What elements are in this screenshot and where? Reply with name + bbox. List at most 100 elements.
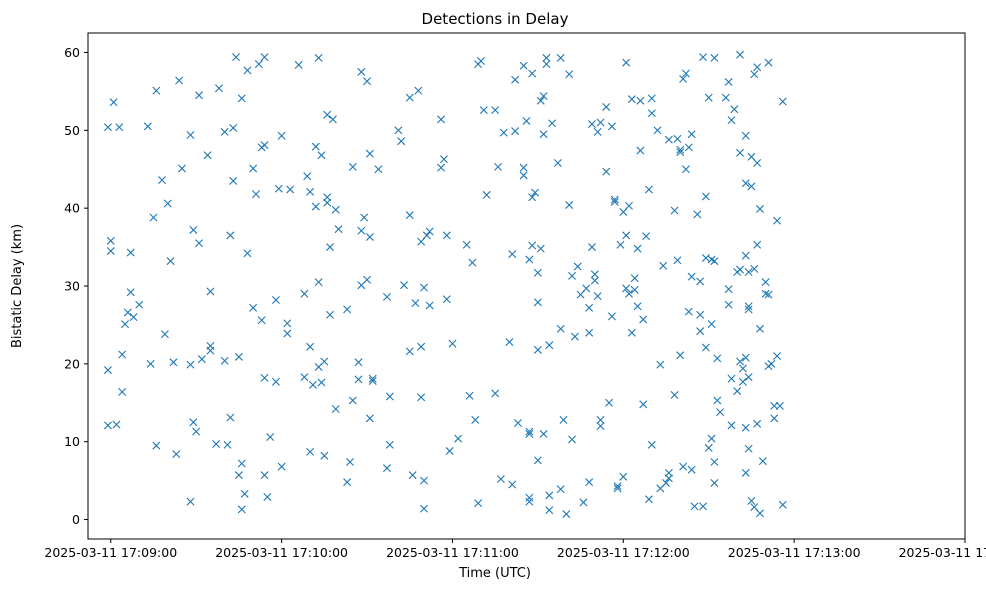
data-point — [653, 126, 662, 135]
data-point — [727, 421, 736, 430]
data-point — [311, 142, 320, 151]
data-point — [753, 419, 762, 428]
data-point — [619, 472, 628, 481]
data-point — [528, 193, 537, 202]
y-tick-label: 0 — [72, 512, 80, 527]
data-point — [707, 434, 716, 443]
data-point — [607, 312, 616, 321]
data-point — [468, 258, 477, 267]
data-point — [639, 400, 648, 409]
data-point — [277, 131, 286, 140]
data-point — [354, 358, 363, 367]
data-point — [533, 268, 542, 277]
data-point — [152, 441, 161, 450]
data-point — [593, 127, 602, 136]
data-point — [439, 155, 448, 164]
data-point — [767, 359, 776, 368]
data-point — [562, 510, 571, 519]
data-point — [306, 447, 315, 456]
data-point — [397, 137, 406, 146]
data-point — [143, 122, 152, 131]
data-point — [736, 50, 745, 59]
data-point — [741, 353, 750, 362]
data-point — [741, 423, 750, 432]
data-point — [590, 270, 599, 279]
data-point — [542, 60, 551, 69]
data-point — [220, 356, 229, 365]
data-point — [149, 213, 158, 222]
data-point — [129, 313, 138, 322]
y-tick-label: 40 — [64, 201, 80, 216]
data-point — [545, 506, 554, 515]
data-point — [237, 505, 246, 514]
data-point — [741, 251, 750, 260]
data-point — [118, 350, 127, 359]
data-point — [687, 130, 696, 139]
data-point — [417, 393, 426, 402]
x-tick-label: 2025-03-11 17:13:00 — [728, 545, 861, 560]
data-point — [519, 163, 528, 172]
y-tick-label: 10 — [64, 434, 80, 449]
data-point — [545, 491, 554, 500]
data-point — [778, 97, 787, 106]
data-point — [331, 405, 340, 413]
data-point — [283, 329, 292, 338]
data-point — [163, 199, 172, 208]
data-point — [724, 300, 733, 309]
data-point — [636, 146, 645, 155]
data-point — [357, 67, 366, 76]
data-point — [773, 216, 782, 225]
data-point — [365, 232, 374, 241]
data-point — [596, 422, 605, 431]
data-point — [306, 342, 315, 351]
data-point — [482, 190, 491, 199]
data-point — [602, 167, 611, 176]
data-point — [519, 171, 528, 180]
data-point — [300, 373, 309, 382]
data-point — [448, 339, 457, 348]
data-point — [206, 346, 215, 355]
data-point — [232, 53, 241, 62]
data-point — [476, 57, 485, 66]
data-point — [220, 127, 229, 136]
data-point — [548, 119, 557, 128]
data-point — [146, 359, 155, 368]
data-point — [684, 143, 693, 152]
data-point — [519, 61, 528, 70]
data-point — [676, 145, 685, 154]
data-point — [528, 69, 537, 78]
data-point — [106, 246, 115, 255]
data-point — [744, 373, 753, 382]
data-point — [277, 462, 286, 471]
data-point — [559, 415, 568, 424]
data-point — [345, 457, 354, 466]
data-point — [354, 375, 363, 384]
y-axis: 0 10 20 30 40 50 60 — [64, 45, 88, 527]
data-point — [186, 130, 195, 139]
data-point — [260, 373, 269, 382]
data-point — [314, 278, 323, 287]
data-point — [286, 185, 295, 194]
data-point — [437, 163, 446, 172]
data-point — [533, 345, 542, 354]
x-tick-label: 2025-03-11 17:12:00 — [557, 545, 690, 560]
data-point — [528, 241, 537, 250]
data-point — [328, 115, 337, 124]
data-point — [260, 471, 269, 480]
data-point — [229, 176, 238, 185]
data-point — [659, 261, 668, 270]
data-point — [713, 396, 722, 405]
x-axis: 2025-03-11 17:09:00 2025-03-11 17:10:00 20… — [44, 539, 986, 560]
data-point — [716, 408, 725, 417]
data-point — [422, 231, 431, 240]
data-point — [556, 53, 565, 62]
data-point — [525, 493, 534, 502]
data-point — [175, 76, 184, 85]
data-point — [747, 182, 756, 191]
data-point — [343, 305, 352, 314]
data-point — [420, 504, 428, 513]
data-point — [755, 324, 764, 333]
data-point — [240, 489, 249, 498]
data-point — [320, 357, 329, 366]
